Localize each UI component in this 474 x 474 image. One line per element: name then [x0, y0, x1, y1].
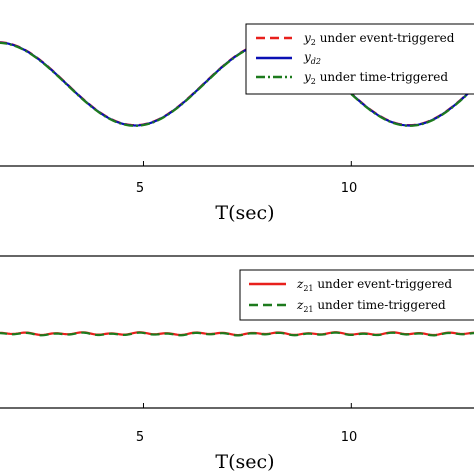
legend-symbol: y: [303, 50, 311, 64]
legend-subscript: 21: [303, 305, 313, 314]
top-subplot: 5 10 T(sec) y2 under event-triggered yd2…: [0, 23, 474, 224]
legend-suffix: under time-triggered: [314, 298, 447, 312]
bottom-x-tick-label: 10: [341, 430, 358, 445]
legend-symbol: z: [296, 277, 304, 291]
bottom-legend-label-1: z21 under time-triggered: [296, 298, 446, 314]
bottom-x-tick-label: 5: [136, 430, 144, 445]
bottom-subplot: 5 10 T(sec) z21 under event-triggered z2…: [0, 255, 474, 473]
series-line: [0, 41, 474, 127]
bottom-x-ticks: [142, 403, 352, 408]
top-x-tick-label: 5: [136, 181, 144, 196]
top-x-tick-label: 10: [341, 181, 358, 196]
top-legend-label-0: y2 under event-triggered: [303, 31, 455, 47]
top-legend-label-2: y2 under time-triggered: [303, 70, 448, 86]
legend-suffix: under event-triggered: [314, 277, 453, 291]
legend-subscript: d2: [311, 57, 321, 66]
legend-subscript: 2: [311, 38, 316, 47]
legend-symbol: z: [296, 298, 304, 312]
legend-suffix: under event-triggered: [316, 31, 455, 45]
series-line: [0, 331, 474, 337]
bottom-legend-label-0: z21 under event-triggered: [296, 277, 452, 293]
top-x-ticks: [142, 161, 352, 166]
top-legend: y2 under event-triggered yd2 y2 under ti…: [245, 23, 474, 95]
legend-suffix: under time-triggered: [316, 70, 449, 84]
top-lines: [0, 41, 474, 127]
bottom-legend-box: [239, 269, 474, 321]
bottom-axes-frame: [0, 255, 474, 409]
top-x-axis-title: T(sec): [215, 202, 274, 224]
legend-symbol: y: [303, 70, 311, 84]
top-legend-label-1: yd2: [303, 50, 321, 66]
legend-symbol: y: [303, 31, 311, 45]
top-axes-frame: [0, 165, 474, 167]
bottom-lines: [0, 331, 474, 337]
legend-subscript: 21: [303, 284, 313, 293]
bottom-x-axis-title: T(sec): [215, 451, 274, 473]
bottom-legend: z21 under event-triggered z21 under time…: [239, 269, 474, 321]
legend-subscript: 2: [311, 77, 316, 86]
